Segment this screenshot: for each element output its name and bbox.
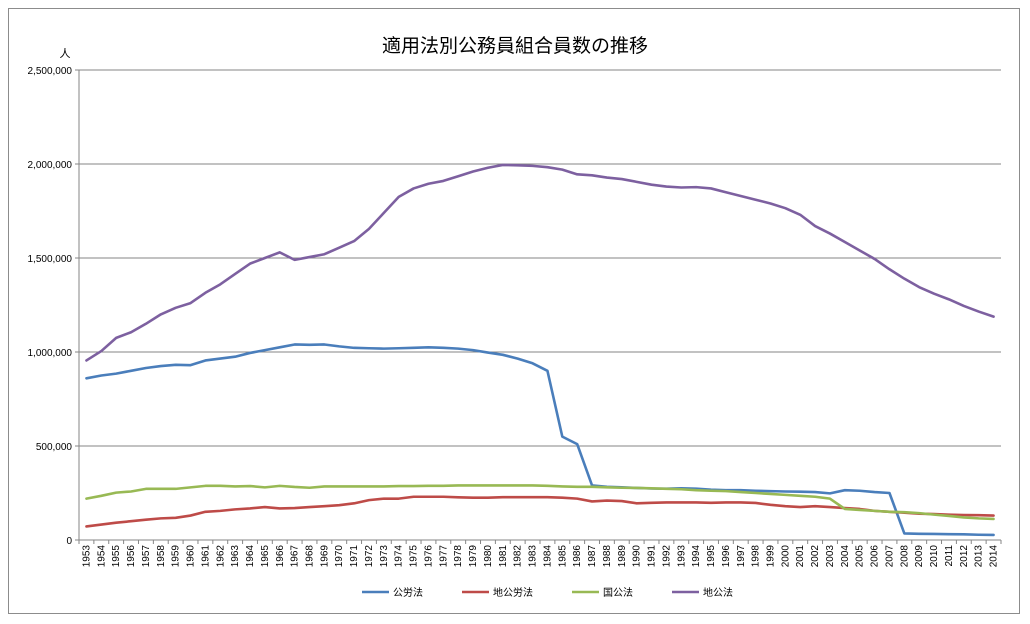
x-tick-label: 1978 bbox=[453, 545, 464, 568]
chart-title: 適用法別公務員組合員数の推移 bbox=[382, 35, 648, 57]
x-tick-label: 1958 bbox=[156, 545, 167, 568]
x-tick-label: 1953 bbox=[81, 545, 92, 568]
x-tick-label: 1983 bbox=[528, 545, 539, 568]
x-tick-label: 2004 bbox=[840, 545, 851, 568]
y-tick-label: 2,500,000 bbox=[28, 66, 73, 77]
x-tick-label: 1986 bbox=[572, 545, 583, 568]
x-tick-label: 1961 bbox=[200, 545, 211, 568]
x-tick-label: 1962 bbox=[215, 545, 226, 568]
y-tick-label: 0 bbox=[66, 536, 72, 547]
x-tick-label: 2009 bbox=[914, 545, 925, 568]
x-tick-label: 1979 bbox=[468, 545, 479, 568]
x-tick-label: 1969 bbox=[319, 545, 330, 568]
x-tick-label: 1997 bbox=[736, 545, 747, 568]
legend-label: 公労法 bbox=[393, 586, 423, 599]
x-tick-label: 1968 bbox=[305, 545, 316, 568]
x-tick-label: 2003 bbox=[825, 545, 836, 568]
y-tick-label: 1,500,000 bbox=[28, 254, 73, 265]
x-tick-label: 2013 bbox=[974, 545, 985, 568]
x-tick-label: 2008 bbox=[899, 545, 910, 568]
x-tick-label: 1956 bbox=[126, 545, 137, 568]
x-tick-label: 1994 bbox=[691, 545, 702, 568]
axes bbox=[75, 69, 1002, 544]
x-tick-label: 1996 bbox=[721, 545, 732, 568]
x-tick-label: 1970 bbox=[334, 545, 345, 568]
legend-label: 地公労法 bbox=[493, 586, 533, 599]
x-tick-label: 2010 bbox=[929, 545, 940, 568]
x-tick-label: 1995 bbox=[706, 545, 717, 568]
x-tick-label: 1999 bbox=[766, 545, 777, 568]
y-tick-label: 1,000,000 bbox=[28, 348, 73, 359]
y-tick-label: 2,000,000 bbox=[28, 160, 73, 171]
x-tick-label: 2000 bbox=[780, 545, 791, 568]
x-tick-label: 1965 bbox=[260, 545, 271, 568]
x-tick-label: 2014 bbox=[989, 545, 1000, 568]
y-tick-labels: 0 500,000 1,000,000 1,500,000 2,000,000 2,500… bbox=[28, 66, 73, 547]
x-tick-label: 2002 bbox=[810, 545, 821, 568]
x-tick-label: 1992 bbox=[661, 545, 672, 568]
x-tick-label: 1981 bbox=[498, 545, 509, 568]
x-tick-label: 2006 bbox=[870, 545, 881, 568]
x-tick-label: 1987 bbox=[587, 545, 598, 568]
x-tick-label: 1998 bbox=[751, 545, 762, 568]
x-tick-label: 1954 bbox=[96, 545, 107, 568]
x-tick-label: 1957 bbox=[141, 545, 152, 568]
chart-area: 適用法別公務員組合員数の推移 人 0 500,000 1,000,000 1,500,… bbox=[8, 8, 1020, 614]
x-tick-label: 1960 bbox=[186, 545, 197, 568]
series-line bbox=[85, 495, 995, 528]
x-tick-label: 1990 bbox=[632, 545, 643, 568]
x-tick-label: 1972 bbox=[364, 545, 375, 568]
x-tick-label: 1959 bbox=[171, 545, 182, 568]
y-tick-label: 500,000 bbox=[36, 442, 73, 453]
x-tick-label: 1975 bbox=[409, 545, 420, 568]
series-lines bbox=[85, 163, 995, 537]
gridlines bbox=[79, 69, 1001, 447]
legend: 公労法 地公労法 国公法 地公法 bbox=[362, 586, 733, 599]
x-tick-label: 1974 bbox=[394, 545, 405, 568]
x-tick-label: 1982 bbox=[513, 545, 524, 568]
series-line bbox=[85, 163, 995, 362]
chart-svg: 適用法別公務員組合員数の推移 人 0 500,000 1,000,000 1,500,… bbox=[28, 35, 1002, 599]
x-tick-label: 1989 bbox=[617, 545, 628, 568]
x-tick-label: 2005 bbox=[855, 545, 866, 568]
x-tick-labels: 1953 1954 1955 1956 1957 1958 1959 1960 1961 1962… bbox=[81, 545, 999, 568]
x-tick-label: 1976 bbox=[423, 545, 434, 568]
x-tick-label: 1967 bbox=[290, 545, 301, 568]
x-tick-label: 2001 bbox=[795, 545, 806, 568]
x-tick-label: 1984 bbox=[542, 545, 553, 568]
y-axis-unit-label: 人 bbox=[60, 47, 71, 60]
x-tick-label: 2011 bbox=[944, 545, 955, 567]
x-tick-label: 1963 bbox=[230, 545, 241, 568]
x-tick-label: 1977 bbox=[438, 545, 449, 568]
series-line bbox=[85, 484, 995, 521]
legend-label: 国公法 bbox=[603, 586, 633, 599]
x-tick-label: 1991 bbox=[647, 545, 658, 568]
x-tick-label: 1973 bbox=[379, 545, 390, 568]
x-tick-label: 1985 bbox=[557, 545, 568, 568]
x-tick-label: 2007 bbox=[884, 545, 895, 568]
x-tick-label: 1971 bbox=[349, 545, 360, 568]
legend-label: 地公法 bbox=[703, 586, 733, 599]
x-tick-label: 1988 bbox=[602, 545, 613, 568]
x-tick-label: 1966 bbox=[275, 545, 286, 568]
x-tick-label: 1993 bbox=[676, 545, 687, 568]
x-tick-label: 2012 bbox=[959, 545, 970, 568]
series-line bbox=[85, 343, 995, 537]
x-tick-label: 1955 bbox=[111, 545, 122, 568]
x-tick-label: 1980 bbox=[483, 545, 494, 568]
x-tick-label: 1964 bbox=[245, 545, 256, 568]
